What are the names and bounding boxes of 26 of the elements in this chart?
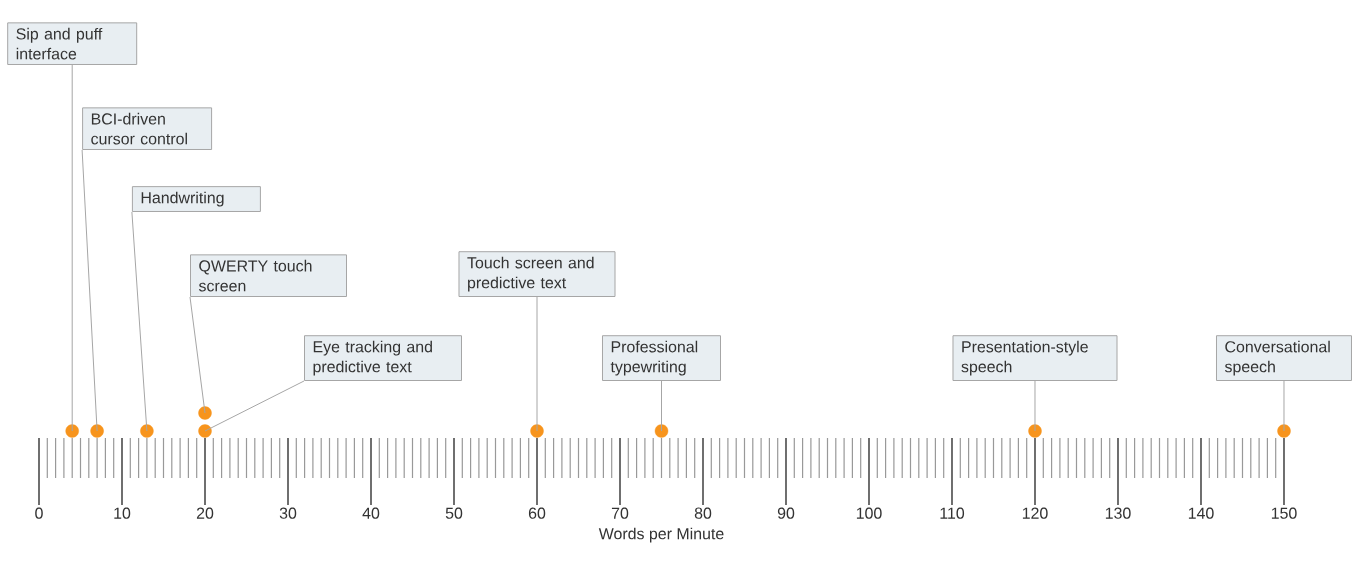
text: Handwriting — [141, 191, 224, 207]
x-tick-label: 30 — [279, 507, 297, 519]
text: QWERTY touch screen — [198, 259, 312, 292]
x-tick-label: 120 — [1022, 507, 1048, 519]
x-tick-label: 130 — [1105, 507, 1131, 519]
text: Eye tracking and predictive text — [313, 340, 432, 376]
text: Presentation-style speech — [961, 340, 1088, 376]
text: Touch screen and predictive text — [467, 256, 594, 292]
text: Professional typewriting — [610, 340, 698, 376]
text: Conversational speech — [1224, 340, 1330, 376]
x-tick-label: 90 — [777, 507, 795, 519]
x-axis-title: Words per Minute — [598, 527, 724, 543]
x-tick-label: 10 — [114, 507, 131, 519]
x-tick-label: 60 — [528, 507, 546, 519]
x-tick-label: 20 — [196, 507, 214, 519]
x-tick-label: 50 — [445, 507, 463, 519]
text: Sip and puff interface — [16, 27, 103, 60]
x-tick-label: 110 — [940, 507, 965, 519]
x-tick-label: 80 — [694, 507, 712, 519]
text: BCI-driven cursor control — [91, 112, 187, 145]
x-tick-label: 70 — [611, 507, 629, 519]
x-tick-label: 100 — [856, 507, 882, 519]
x-tick-label: 0 — [35, 507, 43, 519]
x-tick-label: 150 — [1271, 507, 1297, 519]
x-tick-label: 40 — [362, 507, 380, 519]
x-tick-label: 140 — [1188, 507, 1214, 519]
